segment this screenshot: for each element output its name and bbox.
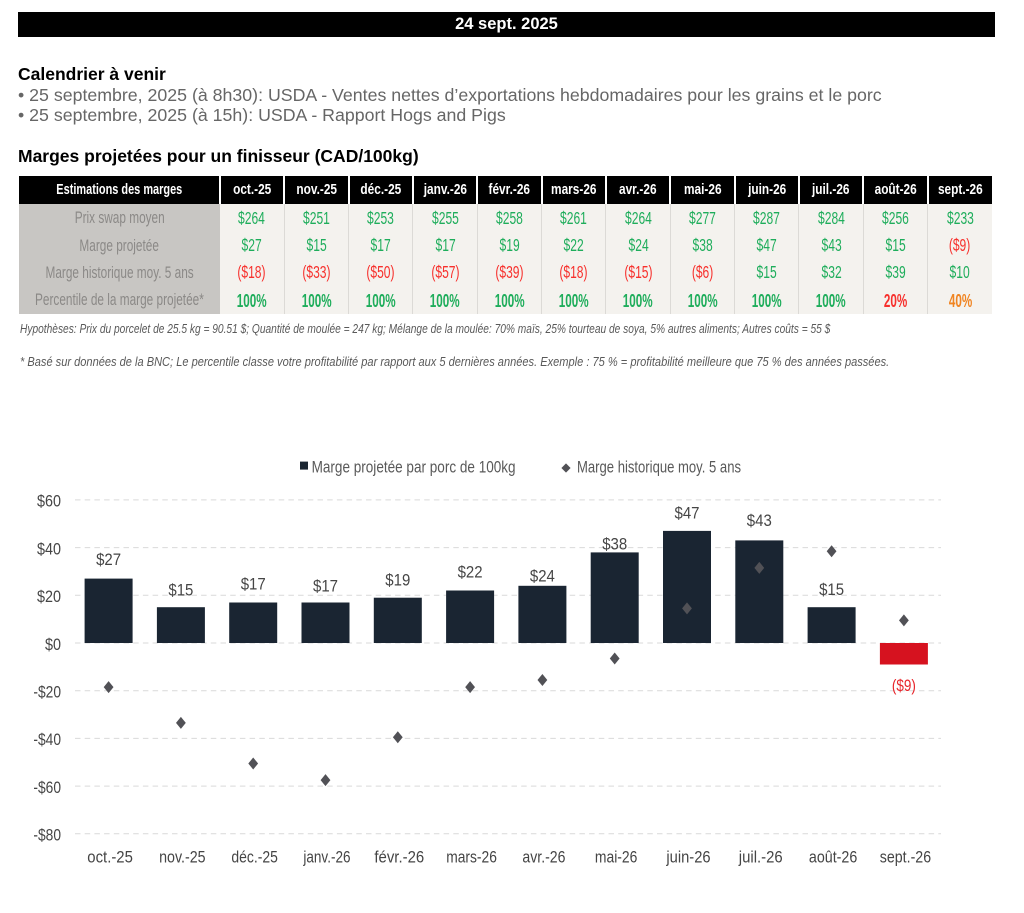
svg-text:$27: $27	[96, 550, 121, 569]
svg-text:oct.-25: oct.-25	[87, 848, 133, 867]
svg-text:-$20: -$20	[33, 683, 61, 702]
svg-text:$43: $43	[747, 511, 772, 530]
svg-text:févr.-26: févr.-26	[374, 848, 424, 867]
svg-text:mars-26: mars-26	[446, 848, 497, 867]
svg-text:$47: $47	[675, 503, 700, 522]
svg-text:sept.-26: sept.-26	[880, 848, 931, 867]
svg-text:$60: $60	[37, 492, 61, 511]
svg-text:juin-26: juin-26	[666, 848, 711, 867]
svg-text:$22: $22	[458, 562, 483, 581]
svg-text:-$80: -$80	[33, 826, 61, 845]
svg-text:$40: $40	[37, 539, 61, 558]
svg-text:$0: $0	[45, 635, 61, 654]
svg-text:$15: $15	[819, 580, 844, 599]
svg-text:$15: $15	[168, 580, 193, 599]
svg-text:avr.-26: avr.-26	[522, 848, 565, 867]
svg-text:$38: $38	[602, 535, 627, 554]
svg-text:$17: $17	[241, 574, 266, 593]
svg-text:$19: $19	[385, 571, 410, 590]
svg-text:($9): ($9)	[892, 676, 916, 695]
svg-text:janv.-26: janv.-26	[303, 848, 351, 867]
svg-text:nov.-25: nov.-25	[159, 848, 206, 867]
svg-text:-$60: -$60	[33, 778, 61, 797]
svg-text:$20: $20	[37, 587, 61, 606]
svg-text:$17: $17	[313, 576, 338, 595]
svg-text:Marge historique moy. 5 ans: Marge historique moy. 5 ans	[577, 458, 741, 477]
svg-text:déc.-25: déc.-25	[231, 848, 278, 867]
svg-text:juil.-26: juil.-26	[738, 848, 783, 867]
svg-text:mai-26: mai-26	[595, 848, 638, 867]
svg-text:Marge projetée par porc de 100: Marge projetée par porc de 100kg	[312, 458, 516, 477]
svg-text:août-26: août-26	[809, 848, 857, 867]
svg-text:$24: $24	[530, 567, 555, 586]
svg-text:-$40: -$40	[33, 730, 61, 749]
